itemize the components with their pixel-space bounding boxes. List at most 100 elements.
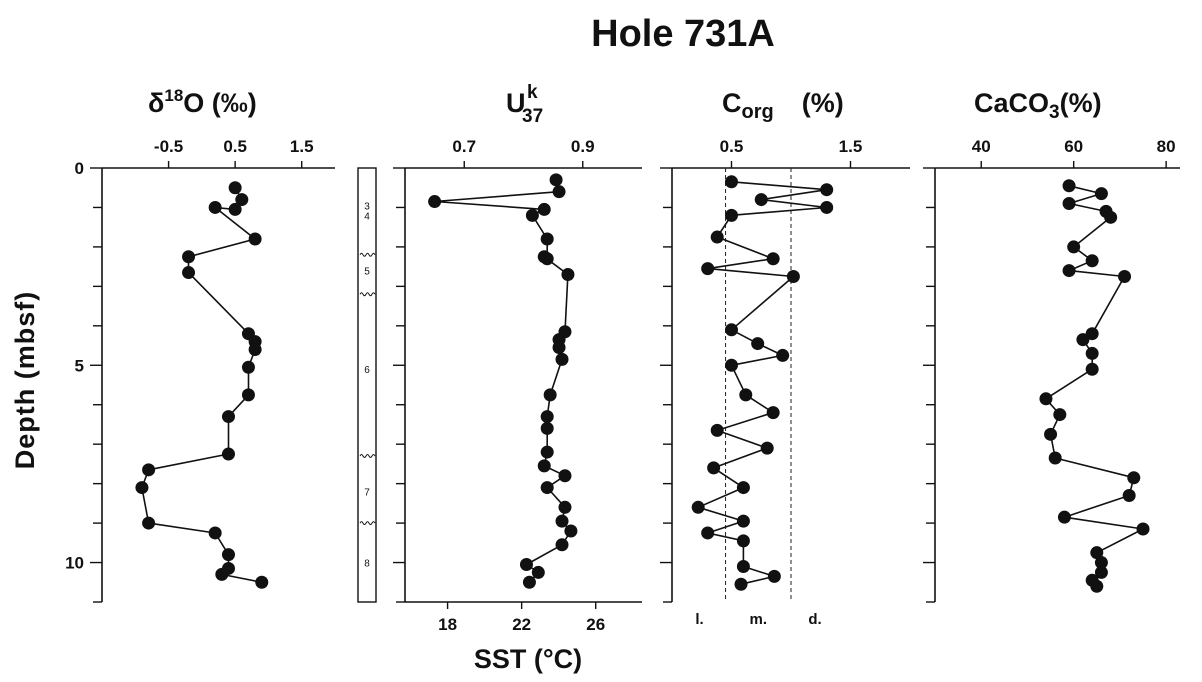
bottom-tick-label: 26: [586, 615, 605, 634]
data-point: [241, 388, 255, 402]
core-label: 8: [364, 559, 370, 570]
data-point: [525, 208, 539, 222]
data-point: [1085, 362, 1099, 376]
core-boundary: [359, 454, 376, 459]
region-label: d.: [808, 611, 821, 628]
data-point: [1039, 392, 1053, 406]
x-tick-label: 0.5: [720, 137, 744, 156]
data-point: [215, 567, 229, 581]
data-point: [561, 268, 575, 282]
data-point: [558, 500, 572, 514]
data-point: [1122, 488, 1136, 502]
series-line: [1045, 185, 1144, 587]
data-point: [725, 175, 738, 189]
data-point: [776, 348, 790, 362]
data-point: [691, 500, 705, 514]
sst-axis-label: SST (°C): [474, 644, 582, 674]
data-point: [1090, 546, 1104, 560]
data-point: [519, 558, 533, 572]
core-label: 5: [364, 267, 370, 278]
data-point: [540, 421, 554, 435]
core-label: 4: [364, 211, 370, 222]
panel-title-uk37: Uk 37: [506, 82, 543, 127]
data-point: [537, 250, 551, 264]
data-point: [1136, 522, 1150, 536]
data-point: [1127, 471, 1141, 485]
data-point: [766, 252, 780, 266]
data-point: [820, 183, 834, 197]
panel-caco3: 40 60 80: [923, 137, 1180, 603]
data-point: [1057, 510, 1071, 524]
data-point: [1044, 427, 1058, 441]
x-tick-label: 1.5: [290, 137, 314, 156]
data-point: [221, 410, 235, 424]
core-boundary: [359, 521, 376, 526]
data-point: [751, 337, 765, 351]
data-point: [235, 193, 249, 207]
data-point: [221, 548, 235, 562]
data-point: [428, 195, 442, 209]
x-tick-label: 60: [1064, 137, 1083, 156]
data-point: [1085, 327, 1099, 341]
data-point: [537, 459, 551, 473]
data-point: [248, 342, 262, 356]
data-point: [766, 406, 780, 420]
data-point: [710, 423, 724, 437]
data-point: [552, 185, 566, 199]
data-point: [241, 360, 255, 374]
data-point: [228, 202, 242, 216]
data-point: [552, 341, 566, 355]
data-point: [549, 173, 563, 187]
data-point: [1104, 210, 1118, 224]
data-point: [555, 514, 569, 528]
panel-title-corg: Corg (%): [722, 88, 844, 123]
data-point: [208, 526, 222, 540]
data-point: [701, 526, 715, 540]
data-point: [540, 232, 554, 246]
bottom-tick-label: 22: [512, 615, 531, 634]
y-tick-label: 5: [75, 356, 84, 375]
core-boundary: [359, 252, 376, 257]
data-point: [786, 270, 800, 283]
data-point: [135, 481, 149, 495]
data-point: [739, 388, 753, 402]
data-point: [142, 516, 156, 530]
panel-title-d18o: δ18O (‰): [148, 86, 257, 118]
data-point: [1062, 179, 1076, 193]
data-point: [1094, 556, 1108, 570]
region-label: l.: [695, 611, 703, 628]
panel-d18o: -0.5 0.5 1.5 0 5 10: [65, 137, 335, 603]
data-point: [543, 388, 557, 402]
core-label: 6: [364, 365, 370, 376]
data-point: [734, 577, 748, 591]
data-point: [1118, 270, 1132, 283]
data-point: [1076, 333, 1090, 347]
figure-title: Hole 731A: [591, 13, 775, 55]
data-point: [555, 352, 569, 366]
data-point: [736, 559, 750, 573]
x-tick-label: 0.9: [571, 137, 595, 156]
data-point: [228, 181, 242, 195]
data-point: [1053, 408, 1067, 422]
x-tick-label: 40: [972, 137, 991, 156]
x-tick-label: 1.5: [839, 137, 863, 156]
data-point: [736, 514, 750, 528]
core-column: [357, 167, 377, 603]
bottom-tick-label: 18: [438, 615, 457, 634]
data-point: [701, 262, 715, 276]
data-point: [208, 200, 222, 214]
data-point: [555, 538, 569, 552]
data-point: [564, 524, 578, 538]
x-tick-label: 80: [1157, 137, 1176, 156]
data-point: [1085, 254, 1099, 268]
data-point: [1085, 346, 1099, 360]
data-point: [767, 569, 781, 583]
data-point: [1094, 565, 1108, 579]
data-point: [182, 250, 196, 264]
data-point: [142, 463, 156, 477]
data-point: [736, 534, 750, 548]
y-axis-label: Depth (mbsf): [10, 291, 40, 469]
x-tick-label: 0.5: [223, 137, 247, 156]
series-line: [141, 187, 262, 584]
